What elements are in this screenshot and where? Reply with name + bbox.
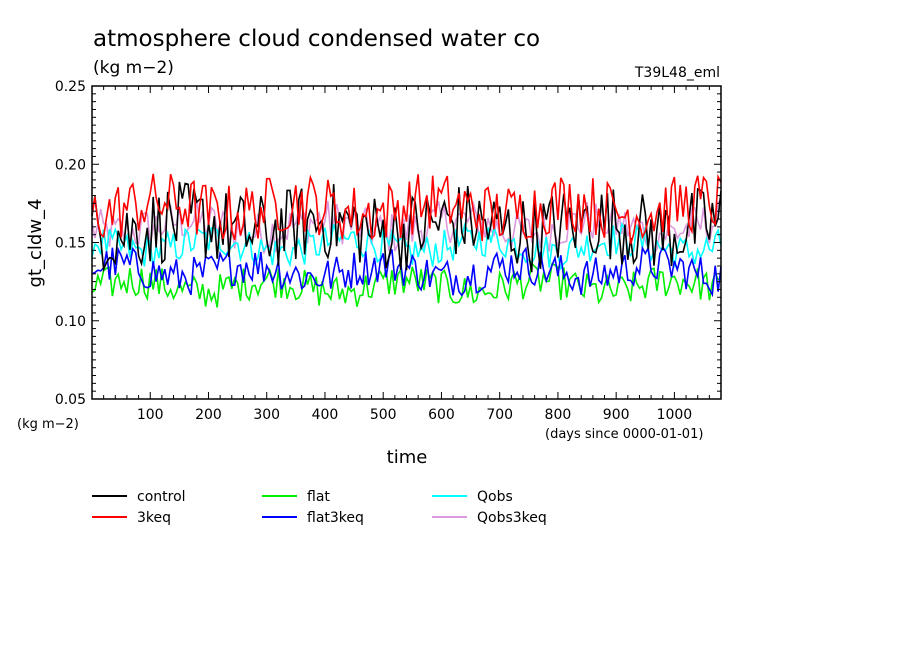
experiment-label: T39L48_eml <box>634 65 720 81</box>
x-tick-label: 600 <box>428 407 455 423</box>
y-tick-label: 0.15 <box>55 236 86 252</box>
chart-title: atmosphere cloud condensed water co <box>93 26 540 52</box>
x-tick-label: 800 <box>545 407 572 423</box>
y-tick-label: 0.10 <box>55 314 86 330</box>
plot-frame <box>91 85 722 400</box>
x-axis-label: time <box>387 447 428 468</box>
x-tick-label: 500 <box>370 407 397 423</box>
legend-item-qobs3keq: Qobs3keq <box>432 510 547 526</box>
legend: control 3keq flat flat3keq Qobs Qobs3keq <box>92 489 547 526</box>
x-tick-label: 1000 <box>657 407 693 423</box>
legend-item-qobs: Qobs <box>432 489 513 505</box>
legend-label: 3keq <box>137 510 171 526</box>
series-layer <box>91 173 722 308</box>
series-line-flat <box>91 261 722 308</box>
x-units-label: (days since 0000-01-01) <box>545 427 703 442</box>
legend-label: control <box>137 489 186 505</box>
x-tick-label: 900 <box>603 407 630 423</box>
x-tick-label: 300 <box>253 407 280 423</box>
x-tick-label: 200 <box>195 407 222 423</box>
y-tick-label: 0.25 <box>55 79 86 95</box>
legend-label: Qobs <box>477 489 513 505</box>
legend-item-flat: flat <box>262 489 330 505</box>
legend-label: flat3keq <box>307 510 364 526</box>
y-tick-label: 0.05 <box>55 392 86 408</box>
legend-item-control: control <box>92 489 186 505</box>
title-units: (kg m−2) <box>93 58 174 78</box>
x-tick-label: 100 <box>137 407 164 423</box>
legend-item-flat3keq: flat3keq <box>262 510 364 526</box>
series-line-control <box>91 181 722 273</box>
legend-label: Qobs3keq <box>477 510 547 526</box>
y-units-label: (kg m−2) <box>17 417 79 432</box>
y-tick-label: 0.20 <box>55 157 86 173</box>
y-axis-label: gt_cldw_4 <box>25 199 46 288</box>
legend-label: flat <box>307 489 330 505</box>
x-tick-label: 400 <box>312 407 339 423</box>
legend-item-3keq: 3keq <box>92 510 171 526</box>
series-line-3keq <box>91 173 722 245</box>
x-tick-label: 700 <box>486 407 513 423</box>
